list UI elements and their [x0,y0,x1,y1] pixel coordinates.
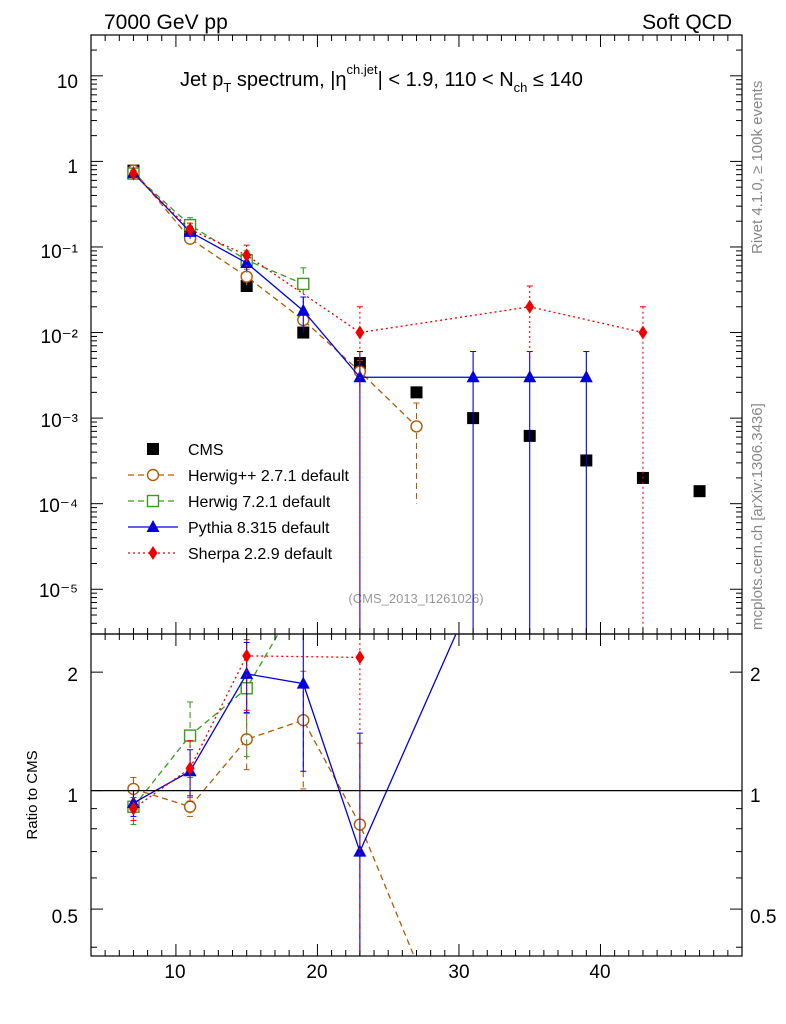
ratio-point [183,729,197,742]
legend-label-pythia: Pythia 8.315 default [188,520,330,537]
xtick-label: 30 [448,962,469,983]
data-point [579,370,593,383]
series-line [133,173,304,285]
data-point [523,370,537,383]
data-point [638,325,648,340]
data-point [242,248,252,263]
data-point [410,420,423,433]
ytick-label-ratio: 0.5 [52,907,78,928]
chart-marks [91,34,742,956]
ytick-label-ratio-right: 1 [750,786,761,807]
data-point [466,370,480,383]
series-line [132,172,587,378]
ytick-label-main: 10⁻³ [41,411,79,432]
ytick-label-ratio: 1 [67,786,78,807]
ytick-label-main: 10 [57,72,78,93]
ratio-point [183,800,197,813]
ytick-label-main: 10⁻⁵ [39,581,78,602]
ytick-label-main: 10⁻⁴ [39,496,78,517]
legend-label-herwigpp: Herwig++ 2.7.1 default [188,468,350,485]
ratio-point [242,648,252,663]
ratio-line [133,655,360,810]
data-point [240,270,253,283]
xtick-label: 40 [589,962,610,983]
plot-title: Jet pT spectrum, |ηch.jet| < 1.9, 110 < … [180,62,583,95]
ratio-point [128,801,138,816]
series-line [132,173,644,334]
data-point [353,370,367,383]
header-left: 7000 GeV pp [104,11,228,34]
legend-marker [147,443,159,455]
data-point [185,222,195,237]
ratio-point [185,761,195,776]
main-plot-area [126,164,706,634]
xtick-label: 20 [306,962,327,983]
legend-label-cms: CMS [188,442,224,459]
data-point [128,166,138,181]
data-point [297,277,310,291]
header-right: Soft QCD [642,11,732,34]
ytick-label-ratio: 2 [67,665,78,686]
ratio-line [133,634,457,854]
ratio-point [296,676,310,689]
series-line [132,170,417,427]
ratio-line [133,719,415,956]
ratio-plot-area [126,634,457,956]
ytick-label-ratio-right: 0.5 [750,907,776,928]
mcplots-label: mcplots.cern.ch [arXiv:1306.3436] [749,403,766,630]
data-point [296,303,310,316]
ratio-point [353,844,367,857]
data-point [410,386,423,399]
data-point [693,485,706,498]
xtick-label: 10 [164,962,185,983]
ratio-point [240,666,254,679]
ratio-ylabel: Ratio to CMS [24,750,41,839]
legend-marker [146,468,160,482]
ytick-label-ratio-right: 2 [750,665,761,686]
ratio-panel-frame [90,633,743,957]
data-point [525,299,535,314]
ratio-line [132,634,279,808]
analysis-watermark: (CMS_2013_I1261026) [348,591,483,606]
ytick-label-main: 10⁻² [41,327,79,348]
legend-label-herwig7: Herwig 7.2.1 default [188,494,331,511]
legend-marker [148,546,158,560]
ytick-label-main: 1 [67,157,78,178]
data-point [355,325,365,340]
ytick-label-main: 10⁻¹ [41,242,79,263]
rivet-version-label: Rivet 4.1.0, ≥ 100k events [749,81,766,254]
legend-marker [146,520,160,532]
data-point [240,279,253,292]
ratio-point [355,650,365,665]
legend-marker [146,494,160,508]
legend-label-sherpa: Sherpa 2.2.9 default [188,546,333,563]
